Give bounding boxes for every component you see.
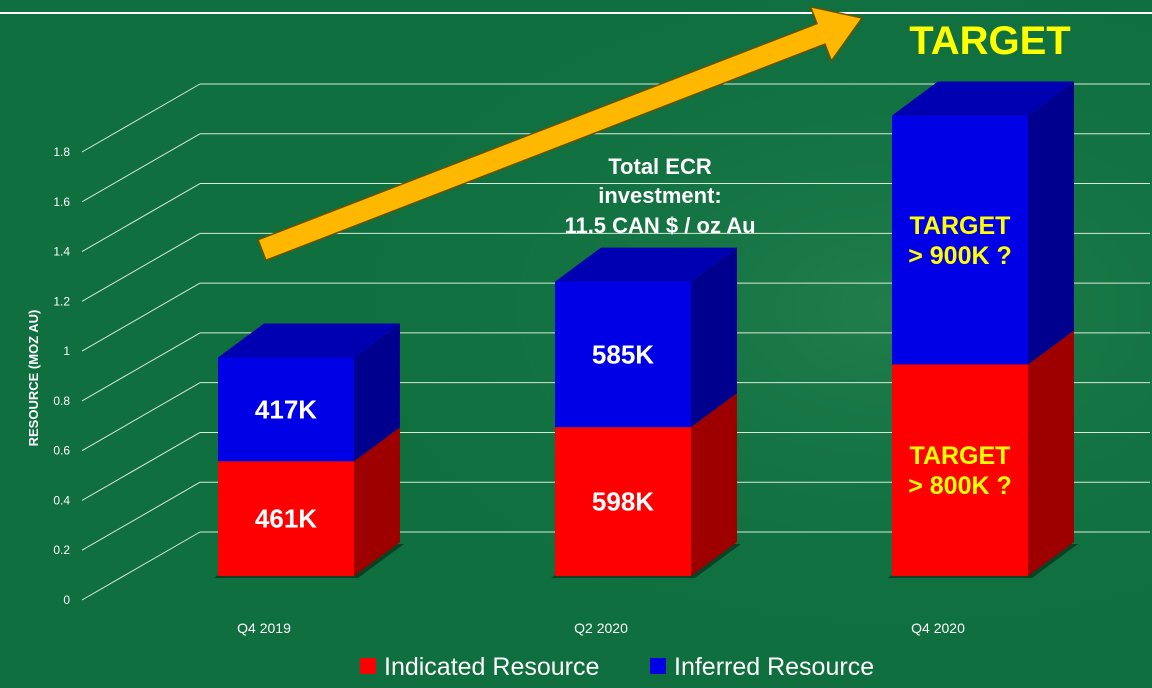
investment-line-3: 11.5 CAN $ / oz Au [564,213,755,238]
bar-front [892,364,1028,576]
y-tick-label: 1.6 [53,195,70,209]
bar-top [218,323,400,358]
gridline-diagonal [81,481,201,551]
bar-top [892,81,1074,116]
y-tick-label: 0.4 [53,493,70,507]
data-label: 461K [255,504,317,534]
investment-annotation: Total ECR investment: 11.5 CAN $ / oz Au [564,154,755,238]
gridline-diagonal [81,83,201,153]
arrow-shape [257,5,864,262]
x-tick-label: Q4 2020 [911,620,965,636]
bar-segment-inferred: 417K [218,323,400,462]
legend-swatch [650,658,666,674]
target-heading: TARGET [909,19,1070,63]
bar-top [555,247,737,282]
legend-label: Indicated Resource [384,653,599,681]
y-tick-label: 0.8 [53,394,70,408]
y-tick-label: 0.2 [53,543,70,557]
bar-front [218,357,354,462]
y-tick-label: 0.6 [53,444,70,458]
y-tick-label: 0 [63,593,70,607]
bar-front [555,427,691,576]
data-label: TARGET [910,212,1011,240]
legend-swatch [360,658,376,674]
growth-arrow [257,5,864,262]
bar-front [218,461,354,576]
bar-front [555,281,691,428]
gridline-diagonal [81,382,201,452]
investment-line-2: investment: [598,183,721,208]
bar-side [691,393,737,576]
y-tick-label: 1.4 [53,245,70,259]
data-label: 585K [592,339,654,369]
y-axis-label: RESOURCE (MOZ AU) [26,310,41,447]
gridline-diagonal [81,282,201,352]
gridline-diagonal [81,183,201,252]
data-label: > 900K ? [908,242,1012,270]
data-label: TARGET [910,442,1011,470]
y-tick-label: 1.2 [53,294,70,308]
x-tick-labels: Q4 2019 Q2 2020 Q4 2020 [237,620,965,636]
bar-front [892,115,1028,365]
bar-side [354,323,400,462]
bar-side [691,247,737,428]
bar-segment-indicated: TARGET> 800K ? [892,330,1074,576]
investment-line-1: Total ECR [608,154,712,179]
bar-side [354,427,400,576]
bar-segment-inferred: 585K [555,247,737,428]
legend-label: Inferred Resource [674,653,874,681]
bar-side [1028,81,1074,365]
y-tick-label: 1.8 [53,145,70,159]
bar-segment-indicated: 598K [555,393,737,576]
data-label: 598K [592,487,654,517]
x-tick-label: Q2 2020 [574,620,628,636]
y-tick-label: 1 [63,344,70,358]
bar-segment-indicated: 461K [218,427,400,576]
data-label: > 800K ? [908,472,1012,500]
y-tick-labels: 0 0.2 0.4 0.6 0.8 1 1.2 1.4 1.6 1.8 [53,145,70,607]
data-label: 417K [255,394,317,424]
legend: Indicated Resource Inferred Resource [360,653,874,681]
x-tick-label: Q4 2019 [237,620,291,636]
gridline-diagonal [81,531,201,601]
bar-segment-inferred: TARGET> 900K ? [892,81,1074,365]
gridline-diagonal [81,133,201,203]
gridline-diagonal [81,432,201,501]
bar-side [1028,330,1074,576]
gridline-diagonal [81,232,201,302]
gridline-diagonal [81,332,201,402]
